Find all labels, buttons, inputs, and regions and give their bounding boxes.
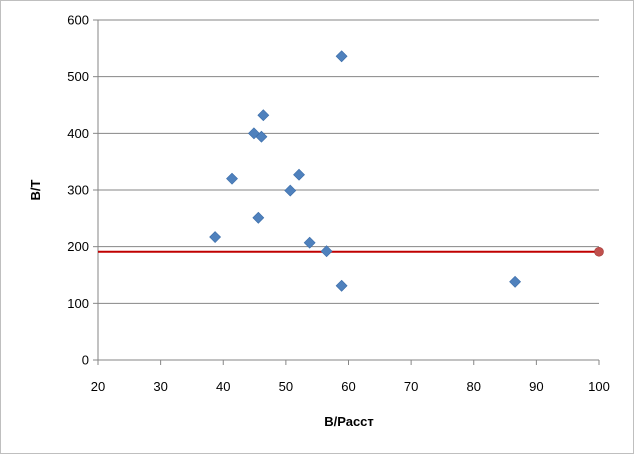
- y-tick-label: 0: [82, 353, 89, 368]
- gridlines: [98, 19, 599, 304]
- x-tick-label: 100: [588, 379, 610, 394]
- tick-labels: 0 100 200 300 400 500 600 20 30 40 50 60 70 80 90 100: [67, 13, 610, 395]
- y-tick-label: 400: [67, 126, 89, 141]
- data-point-diamond: [284, 184, 297, 197]
- data-point-diamond: [320, 245, 333, 258]
- data-point-diamond: [252, 211, 265, 224]
- data-points: [209, 50, 604, 292]
- data-point-diamond: [303, 236, 316, 249]
- y-tick-label: 200: [67, 239, 89, 254]
- y-tick-label: 500: [67, 69, 89, 84]
- y-tick-label: 300: [67, 183, 89, 198]
- y-tick-label: 600: [67, 13, 89, 28]
- x-axis-title: В/Расст: [324, 414, 374, 429]
- data-point-diamond: [509, 275, 522, 288]
- data-point-diamond: [335, 279, 348, 292]
- x-tick-label: 30: [153, 379, 167, 394]
- data-point-diamond: [335, 50, 348, 63]
- x-tick-label: 20: [91, 379, 105, 394]
- x-tick-label: 60: [341, 379, 355, 394]
- data-point-circle: [594, 246, 604, 257]
- axes: [93, 19, 600, 365]
- y-axis-title: В/Т: [28, 179, 43, 200]
- x-tick-label: 80: [467, 379, 481, 394]
- data-point-diamond: [226, 172, 238, 185]
- x-tick-label: 50: [279, 379, 293, 394]
- data-point-diamond: [255, 130, 268, 143]
- x-tick-label: 70: [404, 379, 418, 394]
- x-tick-label: 40: [216, 379, 230, 394]
- data-point-diamond: [209, 231, 222, 243]
- y-tick-label: 100: [67, 296, 89, 311]
- data-point-diamond: [293, 168, 305, 181]
- x-tick-label: 90: [529, 379, 543, 394]
- data-point-diamond: [257, 109, 270, 122]
